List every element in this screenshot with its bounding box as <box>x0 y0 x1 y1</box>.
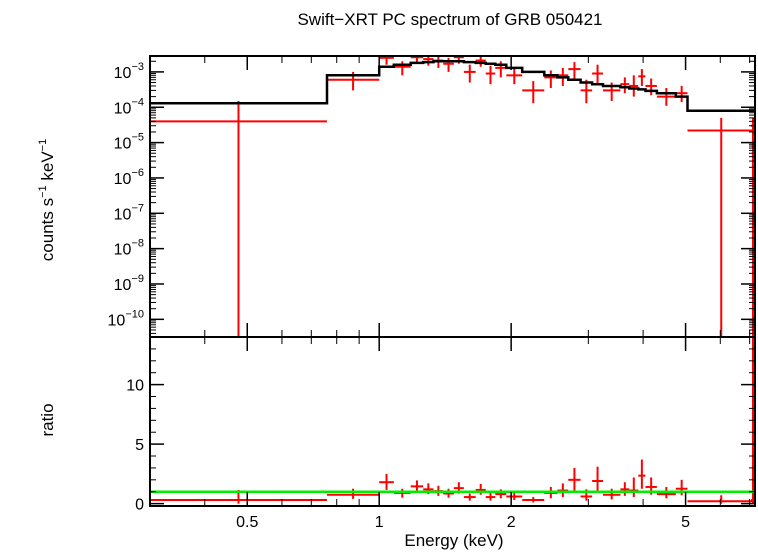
chart-title: Swift−XRT PC spectrum of GRB 050421 <box>297 10 602 29</box>
top-data-point <box>638 69 646 86</box>
top-data-point <box>544 70 558 89</box>
bottom-data-point <box>379 473 394 490</box>
bottom-data-point <box>557 483 569 498</box>
bottom-data-point <box>326 488 380 499</box>
top-y-tick-label: 10−6 <box>114 167 144 188</box>
top-y-tick-label: 10−5 <box>114 132 144 153</box>
x-axis-label: Energy (keV) <box>404 531 503 550</box>
top-data-point <box>443 57 454 72</box>
top-data-point <box>463 64 476 83</box>
x-tick-label: 2 <box>507 514 516 531</box>
bottom-data-point <box>687 495 755 504</box>
bottom-data-point <box>522 497 545 503</box>
top-y-tick-label: 10−10 <box>108 308 144 329</box>
top-data-point <box>475 56 486 67</box>
top-data-point <box>687 117 755 337</box>
bottom-data-point <box>620 482 630 496</box>
bottom-y-tick-label: 5 <box>135 437 144 454</box>
top-y-tick-label: 10−4 <box>114 96 144 117</box>
bottom-data-point <box>602 488 621 500</box>
bottom-data-point <box>568 467 581 491</box>
top-y-tick-label: 10−9 <box>114 273 144 294</box>
top-y-ticks: 10−3 10−4 10−5 10−6 10−7 10−8 10−9 10−10 <box>108 60 755 334</box>
x-tick-label: 5 <box>681 514 690 531</box>
bottom-panel-data-layer <box>150 337 755 504</box>
bottom-data-point <box>443 488 454 498</box>
top-y-tick-label: 10−8 <box>114 238 144 259</box>
x-tick-label: 1 <box>375 514 384 531</box>
top-y-axis-label: counts s−1 keV−1 <box>37 139 57 261</box>
bottom-y-tick-label: 0 <box>135 497 144 514</box>
top-data-point <box>629 75 639 97</box>
top-data-point <box>423 56 434 66</box>
top-data-point <box>592 64 603 85</box>
bottom-data-point <box>410 480 424 493</box>
bottom-y-axis-label: ratio <box>38 403 57 436</box>
x-tick-label: 0.5 <box>236 514 258 531</box>
bottom-panel-frame <box>149 336 756 507</box>
top-data-point <box>620 77 630 94</box>
bottom-data-point <box>485 492 496 501</box>
top-panel-data-layer <box>150 56 755 337</box>
bottom-data-point <box>506 491 523 501</box>
top-data-point <box>656 88 676 106</box>
bottom-y-tick-label: 10 <box>126 378 144 395</box>
top-panel-frame <box>149 55 756 338</box>
bottom-data-point <box>592 466 603 493</box>
top-data-point <box>150 101 327 337</box>
bottom-data-point <box>629 477 639 498</box>
bottom-data-point <box>475 483 486 495</box>
top-data-point <box>675 85 688 103</box>
bottom-data-point <box>393 488 411 498</box>
top-y-tick-label: 10−3 <box>114 61 144 82</box>
top-data-point <box>453 56 464 64</box>
top-panel-model-layer <box>150 60 755 112</box>
top-data-point <box>393 61 411 76</box>
top-data-point <box>522 81 545 104</box>
top-data-point <box>645 78 657 96</box>
bottom-y-ticks: 0 5 10 <box>126 348 755 514</box>
x-ticks: 0.5 1 2 5 <box>149 56 751 531</box>
model-step-line <box>150 60 755 112</box>
bottom-data-point <box>638 459 646 489</box>
top-y-tick-label: 10−7 <box>114 202 144 223</box>
top-data-point <box>379 56 394 65</box>
top-data-point <box>506 67 523 85</box>
top-data-point <box>485 65 496 85</box>
bottom-data-point <box>463 493 476 501</box>
top-data-point <box>568 62 581 80</box>
